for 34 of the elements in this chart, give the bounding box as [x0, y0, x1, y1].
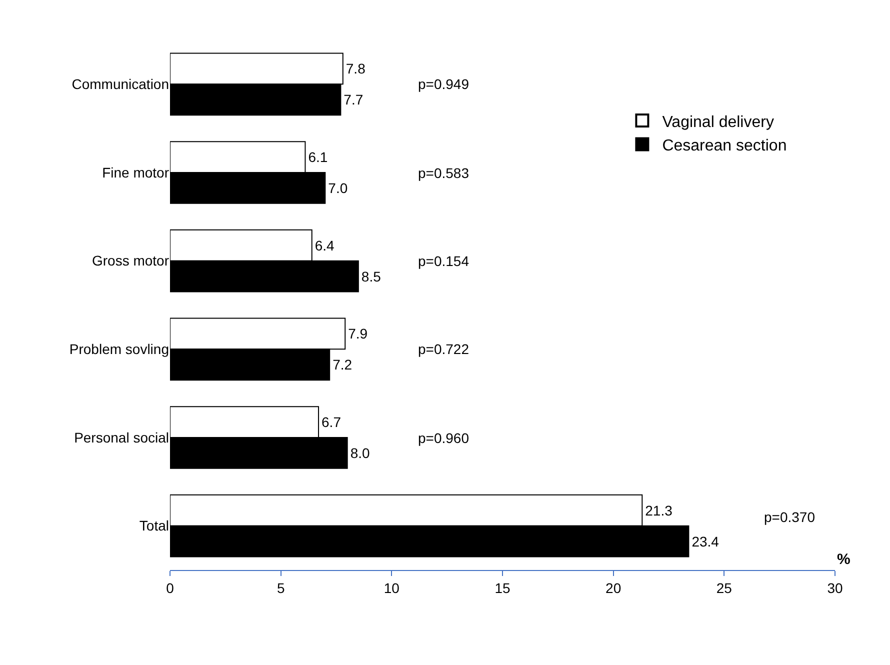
x-tick-label: 20	[606, 580, 622, 596]
data-label: 6.1	[308, 149, 328, 166]
annotation: p=0.960	[418, 430, 470, 446]
y-tick-label: Communication	[72, 76, 169, 92]
y-tick-label: Personal social	[74, 429, 169, 446]
x-tick-label: 30	[827, 580, 843, 596]
annotation: p=0.370	[764, 509, 816, 525]
x-tick-label: 0	[166, 580, 174, 596]
x-tick-label: 25	[716, 580, 732, 596]
x-tick-label: 10	[384, 580, 400, 596]
x-axis-title: %	[837, 551, 850, 568]
data-label: 7.2	[332, 356, 352, 373]
data-label: 23.4	[692, 533, 720, 550]
x-tick-label: 5	[276, 580, 285, 596]
data-label: 6.7	[322, 414, 342, 430]
annotation: p=0.949	[418, 76, 470, 92]
y-tick-label: Problem sovling	[69, 341, 169, 358]
x-tick-label: 15	[494, 580, 510, 596]
y-tick-label: Gross motor	[92, 252, 170, 269]
annotation: p=0.154	[418, 253, 470, 269]
legend-label: Cesarean section	[662, 138, 787, 155]
legend-label: Vaginal delivery	[662, 114, 774, 131]
data-label: 7.8	[346, 60, 366, 77]
data-label: 21.3	[645, 502, 673, 518]
data-label: 7.9	[348, 326, 368, 342]
data-label: 7.7	[344, 92, 364, 108]
data-label: 6.4	[314, 237, 335, 254]
y-tick-label: Fine motor	[102, 164, 170, 180]
data-label: 8.0	[350, 444, 370, 461]
data-label: 8.5	[361, 268, 382, 284]
y-tick-label: Total	[139, 518, 169, 534]
annotation: p=0.722	[418, 341, 470, 357]
annotation: p=0.583	[418, 165, 470, 181]
data-label: 7.0	[328, 180, 348, 196]
